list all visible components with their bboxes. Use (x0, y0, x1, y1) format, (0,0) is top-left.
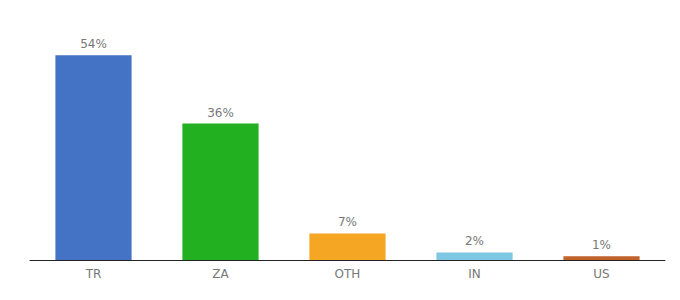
svg-text:US: US (593, 267, 609, 281)
svg-text:7%: 7% (338, 215, 357, 229)
svg-text:1%: 1% (592, 238, 611, 252)
svg-text:54%: 54% (80, 37, 107, 51)
svg-text:36%: 36% (207, 106, 234, 120)
svg-text:ZA: ZA (212, 267, 229, 281)
svg-text:2%: 2% (465, 234, 484, 248)
svg-text:IN: IN (468, 267, 481, 281)
svg-text:TR: TR (85, 267, 102, 281)
svg-text:OTH: OTH (335, 267, 361, 281)
